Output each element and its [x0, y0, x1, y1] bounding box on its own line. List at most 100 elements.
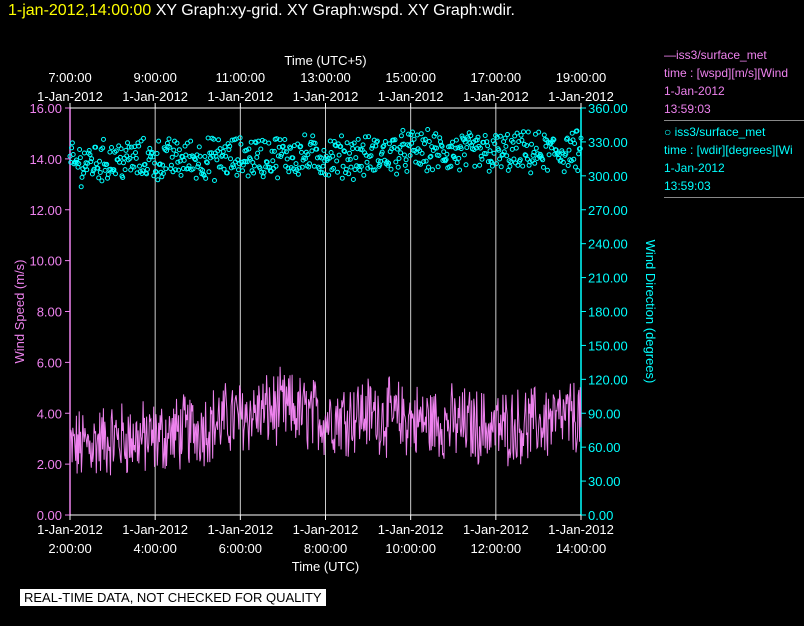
wind-direction-point — [402, 162, 408, 168]
wind-direction-point — [122, 167, 128, 173]
wind-direction-point — [425, 127, 431, 132]
wind-direction-point — [561, 169, 567, 175]
wind-direction-point — [305, 152, 311, 157]
wind-direction-point — [367, 164, 373, 170]
wind-direction-point — [156, 138, 162, 144]
wind-direction-point — [214, 157, 220, 163]
wind-direction-point — [270, 158, 276, 164]
wind-direction-point — [462, 139, 468, 145]
wind-direction-point — [322, 158, 328, 164]
wind-direction-point — [321, 147, 327, 153]
wind-direction-point — [280, 143, 286, 149]
wind-direction-point — [113, 148, 119, 154]
wind-direction-point — [310, 133, 316, 139]
right-axis-tick-label: 180.00 — [588, 305, 628, 320]
wind-direction-point — [251, 170, 257, 176]
wind-direction-point — [142, 161, 148, 167]
wind-direction-point — [398, 150, 404, 156]
wind-direction-point — [167, 144, 173, 150]
wind-direction-point — [89, 156, 95, 162]
wind-direction-point — [73, 157, 79, 163]
wind-direction-point — [578, 135, 584, 141]
wind-direction-point — [472, 163, 478, 169]
wind-direction-point — [433, 131, 439, 137]
wind-direction-point — [521, 141, 527, 147]
wind-direction-point — [370, 143, 376, 149]
top-axis-tick-time: 7:00:00 — [48, 70, 91, 85]
wind-direction-point — [374, 138, 380, 144]
wind-direction-point — [479, 156, 485, 162]
wind-direction-point — [163, 166, 169, 172]
wind-direction-point — [458, 146, 464, 152]
top-axis-title: Time (UTC+5) — [284, 53, 366, 68]
wind-direction-point — [540, 157, 546, 163]
wind-direction-point — [69, 140, 75, 146]
wind-direction-point — [334, 158, 340, 164]
wind-direction-point — [274, 136, 280, 142]
wind-direction-point — [234, 172, 240, 178]
left-axis-tick-label: 6.00 — [37, 355, 62, 370]
wind-direction-point — [188, 138, 194, 144]
wind-direction-point — [173, 151, 179, 157]
right-axis-tick-label: 60.00 — [588, 440, 621, 455]
wind-direction-point — [364, 159, 370, 165]
wind-direction-point — [368, 153, 374, 159]
bottom-axis-tick-date: 1-Jan-2012 — [378, 522, 444, 537]
wind-direction-point — [381, 143, 387, 149]
wind-direction-point — [81, 150, 87, 156]
wind-direction-point — [565, 163, 571, 168]
wind-direction-point — [169, 154, 175, 160]
wind-direction-point — [147, 145, 153, 151]
wind-direction-point — [403, 157, 409, 163]
legend: —iss3/surface_met time : [wspd][m/s][Win… — [664, 46, 804, 200]
wind-direction-point — [69, 145, 75, 151]
right-axis-tick-label: 210.00 — [588, 271, 628, 286]
wind-direction-point — [283, 149, 289, 155]
wind-direction-point — [379, 149, 385, 155]
wind-direction-point — [545, 167, 550, 173]
wind-direction-point — [549, 145, 554, 151]
wind-direction-point — [293, 161, 299, 167]
wind-direction-point — [353, 155, 359, 161]
wind-direction-point — [487, 148, 493, 154]
wind-direction-point — [78, 184, 84, 190]
legend-entry-wspd: —iss3/surface_met time : [wspd][m/s][Win… — [664, 46, 804, 121]
wind-direction-point — [140, 168, 146, 174]
wind-direction-point — [160, 162, 166, 168]
wind-direction-point — [314, 146, 320, 152]
wind-direction-point — [97, 158, 102, 164]
wind-direction-point — [235, 157, 241, 163]
wind-direction-point — [577, 146, 583, 151]
wind-direction-point — [419, 150, 425, 156]
wind-direction-point — [131, 164, 137, 170]
wind-direction-point — [175, 159, 181, 165]
wind-direction-point — [150, 154, 156, 160]
wind-direction-point — [121, 160, 126, 166]
wind-direction-point — [311, 163, 317, 169]
header-graph-list: XY Graph:xy-grid. XY Graph:wspd. XY Grap… — [155, 2, 515, 19]
wind-direction-point — [552, 151, 558, 157]
wind-direction-point — [281, 148, 287, 154]
wind-direction-point — [97, 170, 103, 175]
wind-direction-point — [434, 145, 439, 151]
wind-direction-point — [157, 161, 163, 167]
wind-direction-point — [496, 147, 502, 153]
wind-direction-point — [546, 152, 552, 158]
wind-direction-point — [569, 130, 575, 136]
wind-direction-point — [375, 158, 381, 164]
wind-direction-point — [358, 163, 364, 169]
wind-direction-point — [559, 148, 565, 154]
wind-direction-point — [454, 160, 460, 166]
wind-direction-point — [105, 172, 111, 177]
wind-direction-point — [240, 168, 245, 174]
wind-direction-point — [172, 167, 178, 173]
wind-direction-point — [414, 132, 420, 138]
wind-direction-point — [126, 144, 132, 150]
top-axis-tick-time: 19:00:00 — [556, 70, 607, 85]
top-axis-tick-date: 1-Jan-2012 — [122, 89, 188, 104]
wind-direction-point — [70, 152, 76, 157]
wind-direction-point — [421, 159, 427, 165]
wind-direction-point — [320, 163, 326, 169]
wind-direction-point — [259, 169, 265, 175]
